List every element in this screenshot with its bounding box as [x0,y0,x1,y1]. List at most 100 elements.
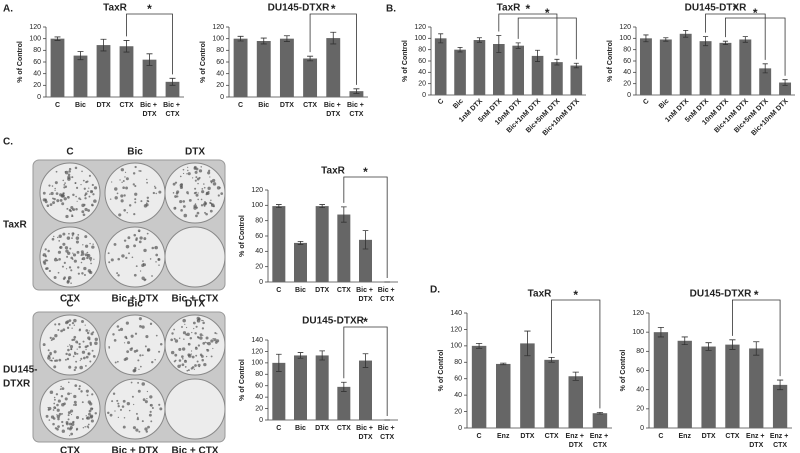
colony [134,192,138,196]
x-tick-label-line: Bic + [347,102,366,109]
significance-bracket [498,13,558,56]
y-axis-label: % of Control [402,40,409,82]
colony [49,203,53,207]
colony [94,412,98,415]
error-bar [54,36,61,41]
colony [114,361,117,364]
bar [256,41,271,97]
colony [194,179,197,182]
colony [86,251,89,254]
error-bar [362,230,369,250]
colony [195,167,199,171]
y-tick-label: 20 [33,82,41,89]
colony [208,169,211,172]
x-tick-label: DTX [520,433,534,440]
plate-label: DTX [185,299,205,310]
error-bar [457,47,463,53]
x-tick-label: C [276,425,281,432]
colony [183,338,185,340]
colony [143,248,147,253]
colony [94,337,98,342]
colony [140,365,142,368]
colony [68,381,70,384]
colony [81,272,84,275]
bar [779,82,792,95]
colony [203,186,206,189]
bar [496,363,511,428]
colony [196,177,200,181]
colony [88,256,93,261]
colony [62,232,66,236]
colony [149,258,152,260]
colony [81,170,83,173]
colony [125,357,129,361]
x-tick-label-line: DTX [326,111,340,118]
colony [47,356,51,360]
bar [359,239,372,282]
error-bar [643,34,649,43]
colony [216,186,221,190]
colony [202,319,204,322]
colony [68,323,71,326]
error-bar [341,206,347,223]
colony [70,282,72,284]
colony [153,185,156,188]
colony [179,175,182,178]
colony [180,186,183,188]
colony [205,212,208,216]
colony [146,397,148,400]
colony [84,324,86,326]
colony [78,342,81,346]
colony [117,274,120,277]
colony [65,422,69,426]
colony [182,331,187,335]
colony [85,329,89,332]
colony [52,417,56,420]
colony [120,194,124,198]
error-bar [548,356,555,363]
y-tick-label: 80 [418,47,426,54]
colony [77,233,80,236]
colony [70,432,74,436]
colony [125,244,130,249]
colony [73,368,76,372]
colony [194,170,198,174]
colony [42,343,46,347]
colony [73,324,76,326]
colony [75,415,80,420]
colony [159,407,163,411]
colony [74,366,78,369]
colony [67,175,71,180]
colony [149,410,152,413]
colony [74,166,78,170]
colony [91,183,94,187]
x-tick-label-line: Enz + [770,433,790,440]
colony [195,325,198,328]
colony [81,418,84,420]
colony [119,327,124,331]
bar [551,62,563,95]
colony [75,236,80,240]
plate-label: Bic + DTX [112,294,159,305]
colony [206,343,209,345]
colony [154,359,156,361]
colony [197,344,201,347]
colony [58,257,61,261]
colony [46,204,50,207]
colony [68,232,70,235]
colony [74,384,78,387]
y-tick-label: 60 [33,59,41,66]
y-tick-label: 60 [255,233,263,240]
colony [44,200,48,204]
x-tick-label: DTX [315,287,329,294]
colony [63,183,66,186]
x-tick-label: DTX [280,102,294,109]
x-tick-label: Bic [452,98,465,111]
colony [181,347,186,351]
colony [83,266,87,271]
colony [155,261,157,263]
colony [143,204,148,208]
significance-label: * [573,288,578,302]
colony [45,414,49,418]
